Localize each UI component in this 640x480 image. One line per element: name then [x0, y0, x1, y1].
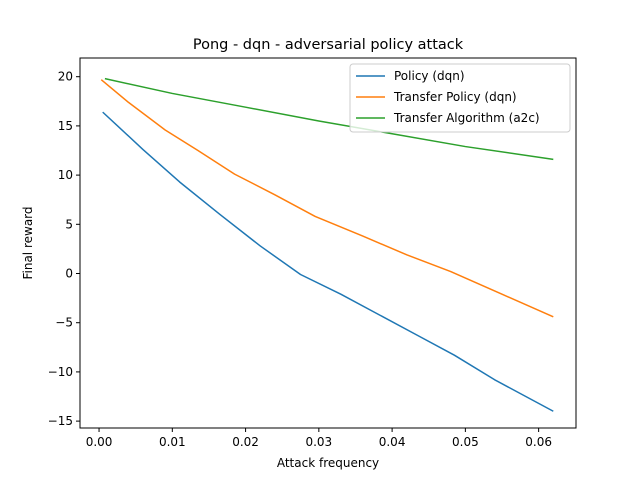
plot-frame — [79, 57, 577, 429]
x-axis-ticks: 0.00 0.01 0.02 0.03 0.04 0.05 0.06 — [86, 428, 552, 449]
y-tick-label: 5 — [65, 217, 73, 231]
x-tick-label: 0.03 — [305, 435, 332, 449]
series-line-3 — [104, 77, 554, 161]
series-layer — [100, 77, 554, 412]
x-tick-label: 0.06 — [525, 435, 552, 449]
x-tick-label: 0.02 — [232, 435, 259, 449]
y-tick-label: 10 — [58, 168, 73, 182]
legend-label-1: Policy (dqn) — [394, 69, 465, 83]
y-tick-label: 15 — [58, 119, 73, 133]
chart-title: Pong - dqn - adversarial policy attack — [193, 37, 464, 53]
x-axis-label: Attack frequency — [277, 456, 379, 470]
legend: Policy (dqn) Transfer Policy (dqn) Transfe… — [349, 63, 571, 133]
x-tick-label: 0.01 — [159, 435, 186, 449]
x-tick-label: 0.04 — [379, 435, 406, 449]
x-tick-label: 0.00 — [86, 435, 113, 449]
legend-label-2: Transfer Policy (dqn) — [393, 90, 517, 104]
y-tick-label: −10 — [48, 365, 73, 379]
legend-box — [349, 63, 571, 133]
series-line-2 — [100, 79, 554, 318]
y-axis-label: Final reward — [21, 206, 35, 279]
y-tick-label: −15 — [48, 414, 73, 428]
y-tick-label: 0 — [65, 267, 73, 281]
legend-label-3: Transfer Algorithm (a2c) — [393, 111, 540, 125]
y-axis-ticks: −15 −10 −5 0 5 10 15 20 — [48, 70, 80, 428]
series-line-1 — [102, 111, 554, 412]
y-tick-label: −5 — [55, 316, 73, 330]
x-tick-label: 0.05 — [452, 435, 479, 449]
y-tick-label: 20 — [58, 70, 73, 84]
